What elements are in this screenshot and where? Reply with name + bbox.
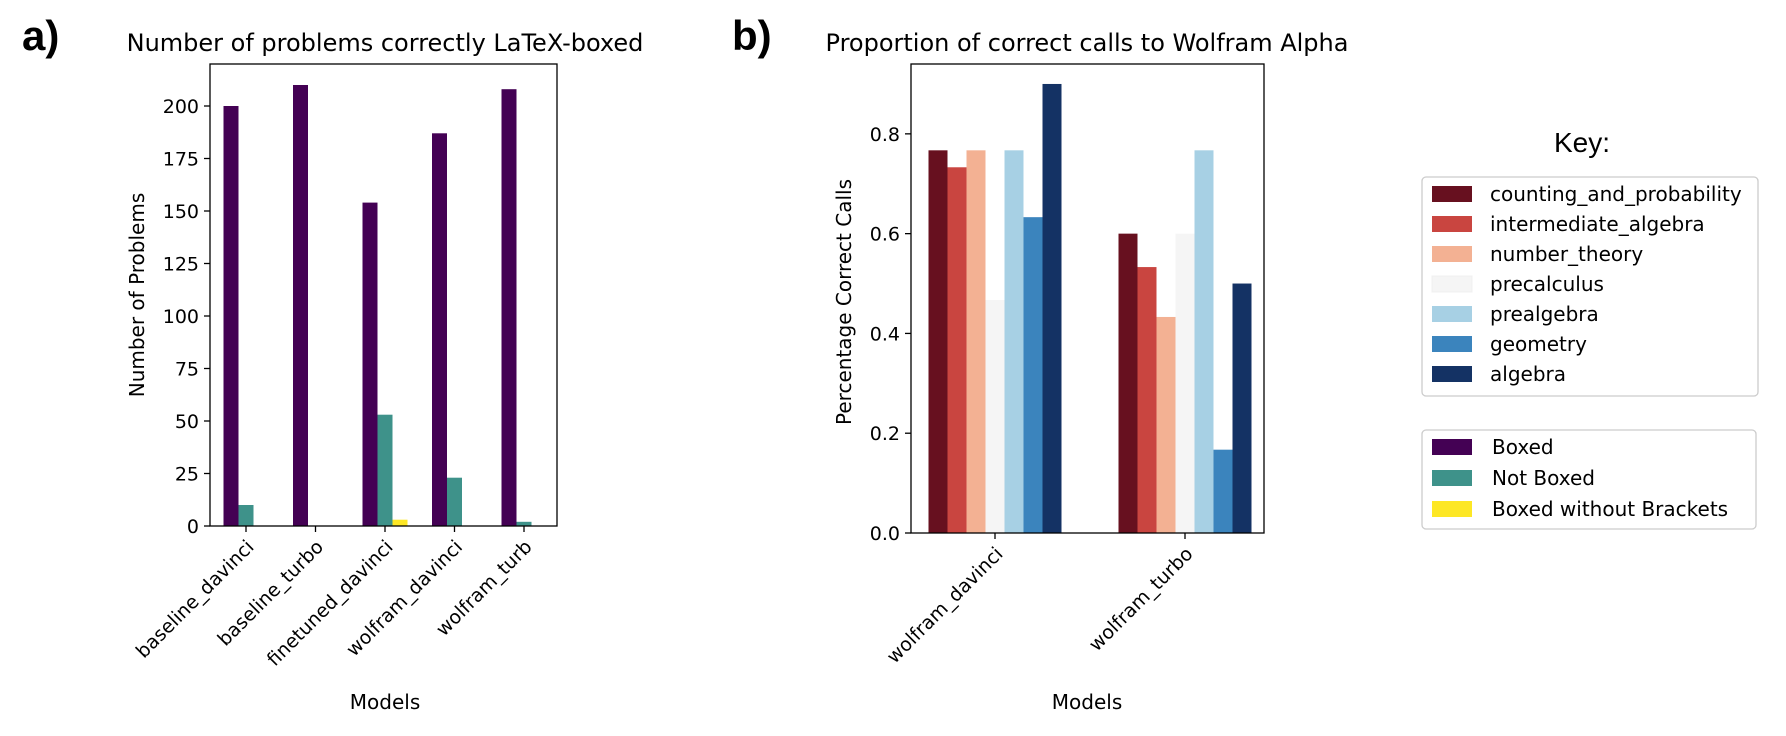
legend-subjects-frame bbox=[1421, 176, 1759, 397]
bar-number_theory-wolfram_davinci bbox=[966, 150, 986, 533]
key-title: Key: bbox=[1554, 127, 1610, 158]
bar-boxed-without-brackets-finetuned_davinci bbox=[392, 519, 408, 526]
panel-a-bars bbox=[223, 85, 532, 527]
y-tick-label: 0.6 bbox=[870, 224, 900, 246]
y-tick-label: 0 bbox=[187, 516, 199, 538]
legend-label-precalculus: precalculus bbox=[1490, 272, 1604, 296]
panel-b-y-axis-label: Percentage Correct Calls bbox=[832, 179, 856, 425]
legend-boxing: Boxed Not Boxed Boxed without Brackets bbox=[1421, 429, 1757, 530]
panel-a-y-axis-label: Number of Problems bbox=[125, 193, 149, 398]
bar-prealgebra-wolfram_turbo bbox=[1194, 150, 1214, 533]
legend-swatch-boxed bbox=[1432, 439, 1472, 455]
panel-a-title: Number of problems correctly LaTeX-boxed bbox=[127, 29, 644, 57]
y-tick-label: 0.2 bbox=[870, 423, 900, 445]
panel-b-plot-frame bbox=[910, 63, 1265, 534]
legend-swatch-number_theory bbox=[1432, 246, 1472, 262]
legend-subjects: counting_and_probability intermediate_alg… bbox=[1421, 176, 1759, 397]
y-tick-label: 175 bbox=[163, 149, 199, 171]
y-tick-label: 150 bbox=[163, 201, 199, 223]
legend-label-number_theory: number_theory bbox=[1490, 242, 1643, 266]
bar-boxed-wolfram_davinci bbox=[432, 133, 447, 527]
panel-a-letter: a) bbox=[22, 12, 59, 59]
bar-intermediate_algebra-wolfram_davinci bbox=[947, 167, 967, 533]
y-tick-label: 75 bbox=[175, 359, 199, 381]
y-tick-label: 0.4 bbox=[870, 323, 900, 345]
bar-boxed-finetuned_davinci bbox=[362, 202, 378, 526]
bar-precalculus-wolfram_turbo bbox=[1175, 233, 1195, 533]
panel-a-plot-frame bbox=[209, 63, 558, 527]
legend-boxing-frame bbox=[1421, 429, 1757, 530]
x-tick-label-wolfram_turbo: wolfram_turbo bbox=[1085, 543, 1198, 656]
panel-b-x-axis-label: Models bbox=[1052, 690, 1122, 714]
legend-label-prealgebra: prealgebra bbox=[1490, 302, 1599, 326]
y-tick-label: 200 bbox=[163, 96, 199, 118]
panel-b-letter: b) bbox=[732, 12, 772, 59]
panel-a-x-ticks: baseline_davincibaseline_turbofinetuned_… bbox=[132, 526, 537, 671]
legend-swatch-algebra bbox=[1432, 366, 1472, 382]
panel-b-bars bbox=[928, 83, 1252, 534]
y-tick-label: 25 bbox=[175, 464, 199, 486]
bar-boxed-baseline_turbo bbox=[293, 85, 308, 526]
legend-swatch-intermediate_algebra bbox=[1432, 216, 1472, 232]
panel-b-y-ticks: 0.0 0.2 0.4 0.6 0.8 bbox=[870, 124, 911, 545]
panel-a: a) Number of problems correctly LaTeX-bo… bbox=[22, 12, 643, 714]
bar-counting_and_probability-wolfram_davinci bbox=[928, 150, 948, 533]
bar-not-boxed-wolfram_davinci bbox=[447, 477, 462, 526]
y-tick-label: 0.0 bbox=[870, 523, 900, 545]
x-tick-label-wolfram_davinci: wolfram_davinci bbox=[342, 536, 467, 661]
bar-not-boxed-baseline_davinci bbox=[238, 505, 254, 526]
bar-number_theory-wolfram_turbo bbox=[1156, 316, 1176, 533]
panel-a-y-ticks: 0 25 50 75 100 125 150 175 200 bbox=[163, 96, 210, 538]
panel-b-x-ticks: wolfram_davinci wolfram_turbo bbox=[883, 533, 1198, 668]
panel-a-x-axis-label: Models bbox=[350, 690, 420, 714]
bar-geometry-wolfram_davinci bbox=[1023, 217, 1043, 534]
bar-not-boxed-wolfram_turbo bbox=[516, 521, 532, 526]
panel-b: b) Proportion of correct calls to Wolfra… bbox=[732, 12, 1348, 714]
bar-not-boxed-finetuned_davinci bbox=[377, 414, 393, 526]
legend-label-geometry: geometry bbox=[1490, 332, 1587, 356]
y-tick-label: 100 bbox=[163, 306, 199, 328]
x-tick-label-baseline_davinci: baseline_davinci bbox=[132, 536, 259, 663]
legend-label-counting_and_probability: counting_and_probability bbox=[1490, 182, 1742, 206]
legend-label-boxed-without-brackets: Boxed without Brackets bbox=[1492, 497, 1728, 521]
legend-label-intermediate_algebra: intermediate_algebra bbox=[1490, 212, 1705, 236]
bar-intermediate_algebra-wolfram_turbo bbox=[1137, 267, 1157, 533]
legend-swatch-not-boxed bbox=[1432, 470, 1472, 486]
bar-prealgebra-wolfram_davinci bbox=[1004, 150, 1024, 533]
y-tick-label: 50 bbox=[175, 411, 199, 433]
bar-algebra-wolfram_davinci bbox=[1042, 83, 1062, 534]
legend-swatch-geometry bbox=[1432, 336, 1472, 352]
legend-swatch-precalculus bbox=[1431, 275, 1473, 293]
bar-geometry-wolfram_turbo bbox=[1213, 449, 1233, 533]
bar-precalculus-wolfram_davinci bbox=[985, 300, 1005, 533]
bar-boxed-baseline_davinci bbox=[223, 106, 239, 526]
bar-algebra-wolfram_turbo bbox=[1232, 283, 1252, 533]
legend-label-not-boxed: Not Boxed bbox=[1492, 466, 1595, 490]
x-tick-label-wolfram_davinci: wolfram_davinci bbox=[883, 543, 1008, 668]
x-tick-label-finetuned_davinci: finetuned_davinci bbox=[263, 536, 398, 671]
y-tick-label: 0.8 bbox=[870, 124, 900, 146]
y-tick-label: 125 bbox=[163, 254, 199, 276]
legend-label-boxed: Boxed bbox=[1492, 435, 1554, 459]
legend-swatch-counting_and_probability bbox=[1432, 186, 1472, 202]
bar-counting_and_probability-wolfram_turbo bbox=[1118, 233, 1138, 533]
legend-label-algebra: algebra bbox=[1490, 362, 1566, 386]
legend-swatch-boxed-without-brackets bbox=[1432, 501, 1472, 517]
panel-b-title: Proportion of correct calls to Wolfram A… bbox=[826, 29, 1349, 57]
bar-boxed-wolfram_turbo bbox=[501, 89, 517, 526]
legend-swatch-prealgebra bbox=[1432, 306, 1472, 322]
